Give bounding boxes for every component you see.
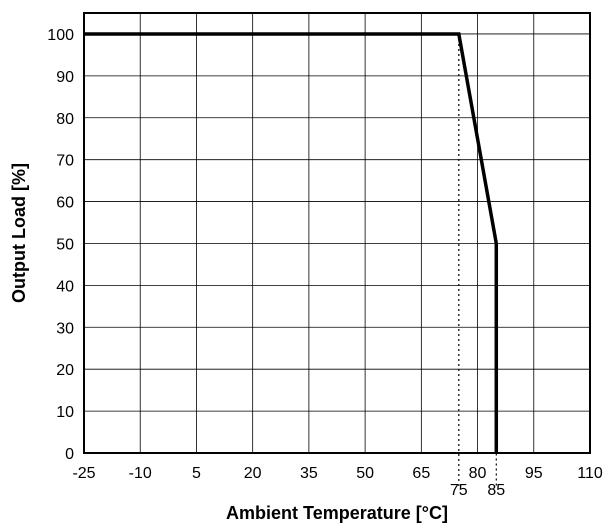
x-tick-label: -25 (72, 465, 95, 482)
x-tick-label: 65 (412, 465, 430, 482)
y-tick-label: 30 (56, 320, 74, 337)
y-tick-label: 50 (56, 236, 74, 253)
x-axis-title: Ambient Temperature [°C] (226, 503, 448, 523)
x-tick-label: 80 (469, 465, 487, 482)
x-tick-label: 20 (244, 465, 262, 482)
y-tick-label: 40 (56, 278, 74, 295)
x-tick-labels: -25 -10 5 20 35 50 65 80 95 110 (72, 465, 602, 482)
y-tick-label: 80 (56, 111, 74, 128)
x-tick-label: -10 (129, 465, 152, 482)
y-tick-label: 70 (56, 153, 74, 170)
y-tick-label: 100 (47, 27, 74, 44)
x-tick-label: 5 (192, 465, 201, 482)
plot-frame (83, 12, 591, 454)
grid (84, 13, 590, 453)
annotation-labels: 75 85 (450, 482, 505, 499)
annotation-label: 85 (487, 482, 505, 499)
y-tick-label: 0 (65, 446, 74, 463)
series (84, 32, 499, 453)
series-line (84, 32, 499, 453)
y-tick-label: 60 (56, 195, 74, 212)
y-tick-labels: 0 10 20 30 40 50 60 70 80 90 100 (47, 27, 74, 463)
x-tick-label: 95 (525, 465, 543, 482)
y-tick-label: 10 (56, 404, 74, 421)
y-tick-label: 90 (56, 69, 74, 86)
x-tick-label: 50 (356, 465, 374, 482)
annotation-label: 75 (450, 482, 468, 499)
x-tick-label: 110 (577, 465, 603, 482)
x-tick-label: 35 (300, 465, 318, 482)
y-tick-label: 20 (56, 362, 74, 379)
y-axis-title: Output Load [%] (9, 163, 29, 303)
